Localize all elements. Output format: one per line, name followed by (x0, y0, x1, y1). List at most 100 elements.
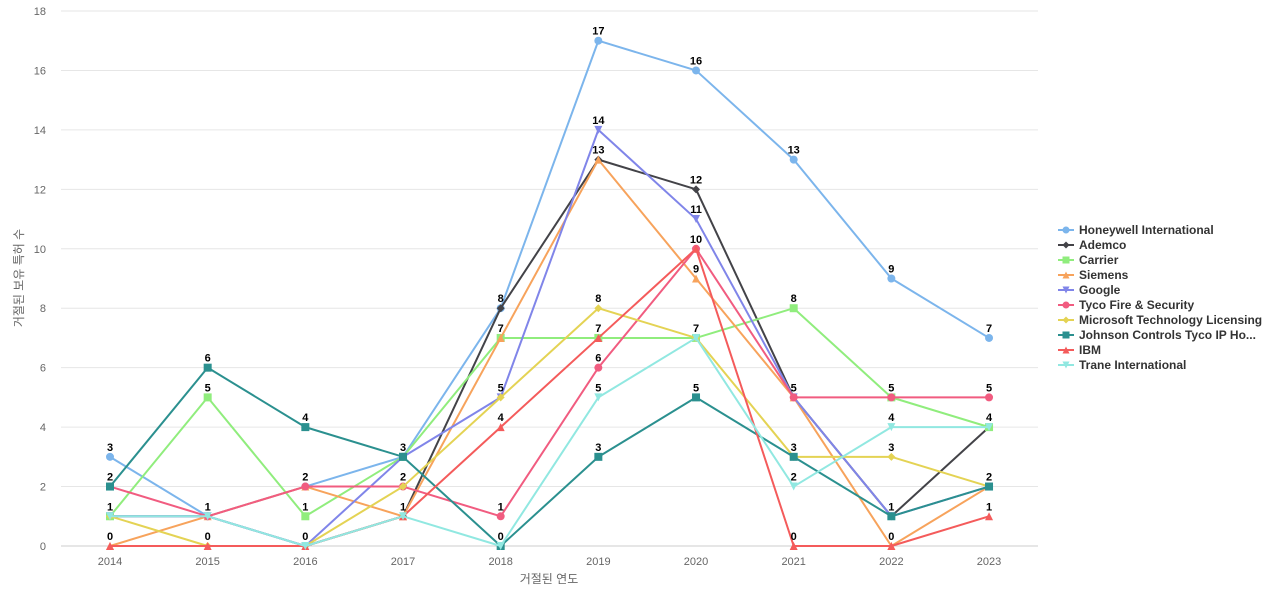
data-point (789, 304, 798, 313)
y-tick-label: 4 (40, 422, 46, 434)
data-point (789, 482, 798, 491)
data-point (301, 542, 310, 550)
data-point (887, 423, 896, 432)
legend-marker (1062, 316, 1070, 323)
legend-item[interactable]: IBM (1058, 342, 1262, 357)
x-tick-label: 2017 (391, 556, 415, 568)
x-tick-label: 2023 (977, 556, 1001, 568)
data-point (594, 155, 603, 164)
data-point (692, 274, 701, 283)
legend-item[interactable]: Microsoft Technology Licensing (1058, 312, 1262, 327)
legend-item[interactable]: Johnson Controls Tyco IP Ho... (1058, 327, 1262, 342)
y-tick-label: 14 (34, 125, 46, 137)
data-label: 13 (788, 145, 800, 157)
data-label: 9 (888, 264, 894, 276)
legend-label: Google (1079, 282, 1121, 297)
data-label: 0 (888, 531, 894, 543)
data-label: 4 (888, 412, 895, 424)
data-label: 2 (400, 472, 406, 484)
data-point (496, 423, 505, 432)
legend-item[interactable]: Trane International (1058, 357, 1262, 372)
data-point (985, 423, 994, 432)
x-tick-label: 2021 (781, 556, 805, 568)
y-tick-label: 2 (40, 482, 46, 494)
data-label: 7 (595, 323, 601, 335)
y-tick-label: 8 (40, 303, 46, 315)
data-label: 5 (205, 382, 211, 394)
data-label: 14 (592, 115, 605, 127)
data-point (203, 363, 212, 372)
data-label: 11 (690, 204, 702, 216)
legend-item[interactable]: Google (1058, 282, 1262, 297)
data-point (203, 512, 212, 521)
data-point (692, 244, 701, 253)
x-tick-label: 2020 (684, 556, 708, 568)
series-line (110, 247, 990, 547)
data-point (203, 542, 212, 550)
legend-item[interactable]: Ademco (1058, 237, 1262, 252)
data-point (399, 452, 408, 461)
data-label: 10 (690, 234, 702, 246)
data-point (399, 482, 408, 491)
legend-symbol (1058, 316, 1074, 323)
data-label: 1 (107, 501, 113, 513)
data-point (887, 542, 896, 550)
data-label: 9 (693, 264, 699, 276)
data-label: 2 (107, 472, 113, 484)
data-label: 17 (592, 26, 604, 38)
series (106, 333, 994, 550)
data-point (887, 452, 896, 461)
x-tick-label: 2018 (488, 556, 512, 568)
data-label: 3 (595, 442, 601, 454)
legend-symbol (1058, 286, 1074, 293)
data-label: 3 (888, 442, 894, 454)
legend-item[interactable]: Carrier (1058, 252, 1262, 267)
legend-symbol (1058, 361, 1074, 368)
data-label: 2 (302, 472, 308, 484)
data-label: 2 (986, 472, 992, 484)
legend-marker (1062, 226, 1070, 233)
legend-symbol (1058, 301, 1074, 308)
data-point (887, 512, 896, 521)
data-label: 1 (888, 501, 894, 513)
legend-item[interactable]: Siemens (1058, 267, 1262, 282)
y-tick-label: 0 (40, 541, 46, 553)
legend-marker (1062, 241, 1070, 248)
y-axis-ticks: 0 2 4 6 8 10 12 14 16 18 (34, 6, 46, 553)
legend-symbol (1058, 346, 1074, 353)
data-point (496, 393, 505, 402)
data-point (692, 215, 701, 224)
data-point (692, 393, 701, 402)
legend-label: Microsoft Technology Licensing (1079, 312, 1263, 327)
data-label: 6 (595, 353, 601, 365)
legend-item[interactable]: Tyco Fire & Security (1058, 297, 1262, 312)
legend-label: IBM (1079, 342, 1101, 357)
data-label: 8 (595, 293, 601, 305)
legend-marker (1062, 301, 1070, 308)
data-label: 5 (595, 382, 601, 394)
y-tick-label: 6 (40, 363, 46, 375)
series-line (109, 366, 990, 547)
legend-symbol (1058, 271, 1074, 278)
data-point (106, 482, 114, 491)
y-tick-label: 12 (34, 184, 46, 196)
data-label: 6 (205, 353, 211, 365)
data-point (789, 452, 798, 461)
data-label: 0 (498, 531, 504, 543)
data-labels: 3210651042103218754101714138765316121110… (107, 26, 993, 543)
x-axis-ticks: 2014 2015 2016 2017 2018 2019 2020 2021 2022 2023 (98, 556, 1002, 568)
x-tick-label: 2016 (293, 556, 317, 568)
data-label: 1 (302, 501, 308, 513)
series (106, 244, 994, 550)
data-point (887, 274, 896, 283)
data-point (594, 125, 603, 134)
data-label: 5 (791, 382, 797, 394)
legend-item[interactable]: Honeywell International (1058, 222, 1262, 237)
data-point (106, 452, 114, 461)
data-label: 8 (791, 293, 797, 305)
legend-marker (1062, 256, 1070, 263)
legend-label: Johnson Controls Tyco IP Ho... (1079, 327, 1256, 342)
data-point (301, 423, 310, 432)
y-tick-label: 18 (34, 6, 46, 18)
series-line (109, 39, 990, 518)
